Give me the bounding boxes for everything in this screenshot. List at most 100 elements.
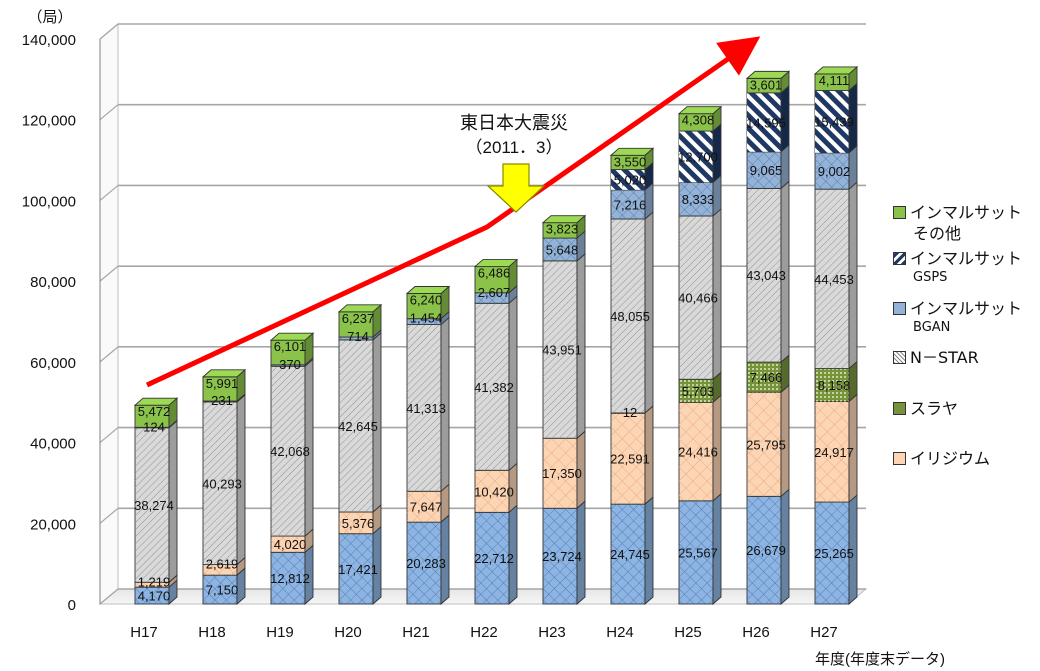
data-label: 48,055 [610,309,650,324]
bar-segment-pattern [271,364,305,367]
legend-swatch [893,252,906,265]
x-tick-label: H23 [538,624,566,641]
bar-segment-pattern [679,215,713,380]
x-tick-label: H20 [334,624,362,641]
bar-segment-pattern [679,379,713,403]
data-label: 5,703 [682,384,715,399]
data-label: 124 [143,419,165,434]
gridline-diagonal [99,265,119,282]
legend-item-inmarsat-other: インマルサット その他 [893,202,1022,244]
bar-segment-pattern [407,491,441,523]
trend-arrow [145,36,761,388]
y-tick-label: 140,000 [22,32,76,49]
x-tick-label: H19 [266,624,294,641]
x-tick-label: H27 [810,624,838,641]
bar-segment-pattern [679,500,713,604]
bar-segment-pattern [475,470,509,513]
data-label: 714 [347,329,369,344]
x-tick-label: H22 [470,624,498,641]
data-label: 17,350 [542,466,582,481]
y-tick-label: 100,000 [22,193,76,210]
data-label: 12,812 [270,571,310,586]
legend-label: インマルサット [910,299,1023,318]
bar-top [405,286,451,294]
data-label: 17,421 [338,562,378,577]
legend-label: インマルサット [910,203,1023,222]
legend-swatch [893,452,906,465]
data-label: 4,170 [138,589,171,604]
data-label: 9,002 [818,164,851,179]
bar-segment-pattern [679,402,713,501]
data-label: 3,601 [750,77,783,92]
bar-segment-pattern [203,401,237,402]
bar-top [677,106,723,115]
legend-label: スラヤ [910,399,959,418]
gridline-diagonal [99,23,119,40]
legend-swatch [893,206,906,219]
bar-segment-pattern [747,496,781,604]
y-tick-label: 120,000 [22,113,76,130]
data-label: 12 [623,405,637,420]
bar-segment-pattern [815,368,849,402]
bar-segment-pattern [679,182,713,216]
bar-top [201,369,247,378]
data-label: 10,420 [474,484,514,499]
data-label: 6,486 [478,266,511,281]
bar-segment-pattern [543,508,577,604]
data-label: 4,111 [819,73,850,88]
bar-segment-pattern [203,401,237,565]
annotation-date: （2011．3） [465,138,562,157]
legend-label: インマルサット [910,249,1023,268]
bar-segment-pattern [815,152,849,190]
bar-segment-pattern [815,401,849,503]
data-label: 5,472 [138,404,171,419]
data-label: 1,219 [138,574,171,589]
bar-segment-pattern [135,582,169,588]
bar-segment-pattern [747,151,781,189]
data-label: 7,216 [614,197,647,212]
x-tick-label: H17 [130,624,158,641]
data-label: 5,020 [614,173,647,188]
data-label: 25,795 [746,437,786,452]
gridline-diagonal [99,104,119,121]
bar-segment-pattern [747,392,781,497]
gridline-diagonal [99,588,119,605]
x-tick-label: H25 [674,624,702,641]
data-label: 8,158 [818,378,851,393]
bar-segment-pattern [475,512,509,604]
bar-segment-pattern [815,90,849,153]
gridline-diagonal [99,184,119,201]
data-label: 6,240 [410,293,443,308]
data-label: 24,416 [678,445,718,460]
legend-swatch [893,302,906,315]
bar-top [133,397,179,406]
bar-segment-pattern [339,337,373,340]
data-label: 3,550 [614,154,647,169]
legend-item-nstar: N－STAR [893,347,979,369]
bar-top [337,304,383,313]
legend-item-inmarsat-bgan: インマルサット BGAN [893,298,1022,336]
data-label: 42,645 [338,419,378,434]
data-label: 6,101 [274,339,307,354]
data-label: 370 [279,357,301,372]
bar-segment-pattern [135,427,169,583]
legend-item-thuraya: スラヤ [893,398,958,420]
legend-swatch [893,402,906,415]
data-label: 25,567 [678,545,718,560]
bar-segment-pattern [611,504,645,604]
bar-segment-pattern [407,324,441,492]
data-label: 43,951 [542,343,582,358]
data-label: 38,274 [134,498,174,513]
legend-label: N－STAR [910,348,979,367]
data-label: 44,453 [814,272,854,287]
data-label: 7,150 [206,583,239,598]
data-label: 4,308 [682,113,715,128]
gridline-diagonal [99,507,119,524]
x-axis-label: 年度(年度末データ) [815,650,945,668]
bar-segment-pattern [475,292,509,304]
x-tick-label: H18 [198,624,226,641]
data-label: 2,607 [478,285,511,300]
y-tick-label: 0 [68,597,76,614]
